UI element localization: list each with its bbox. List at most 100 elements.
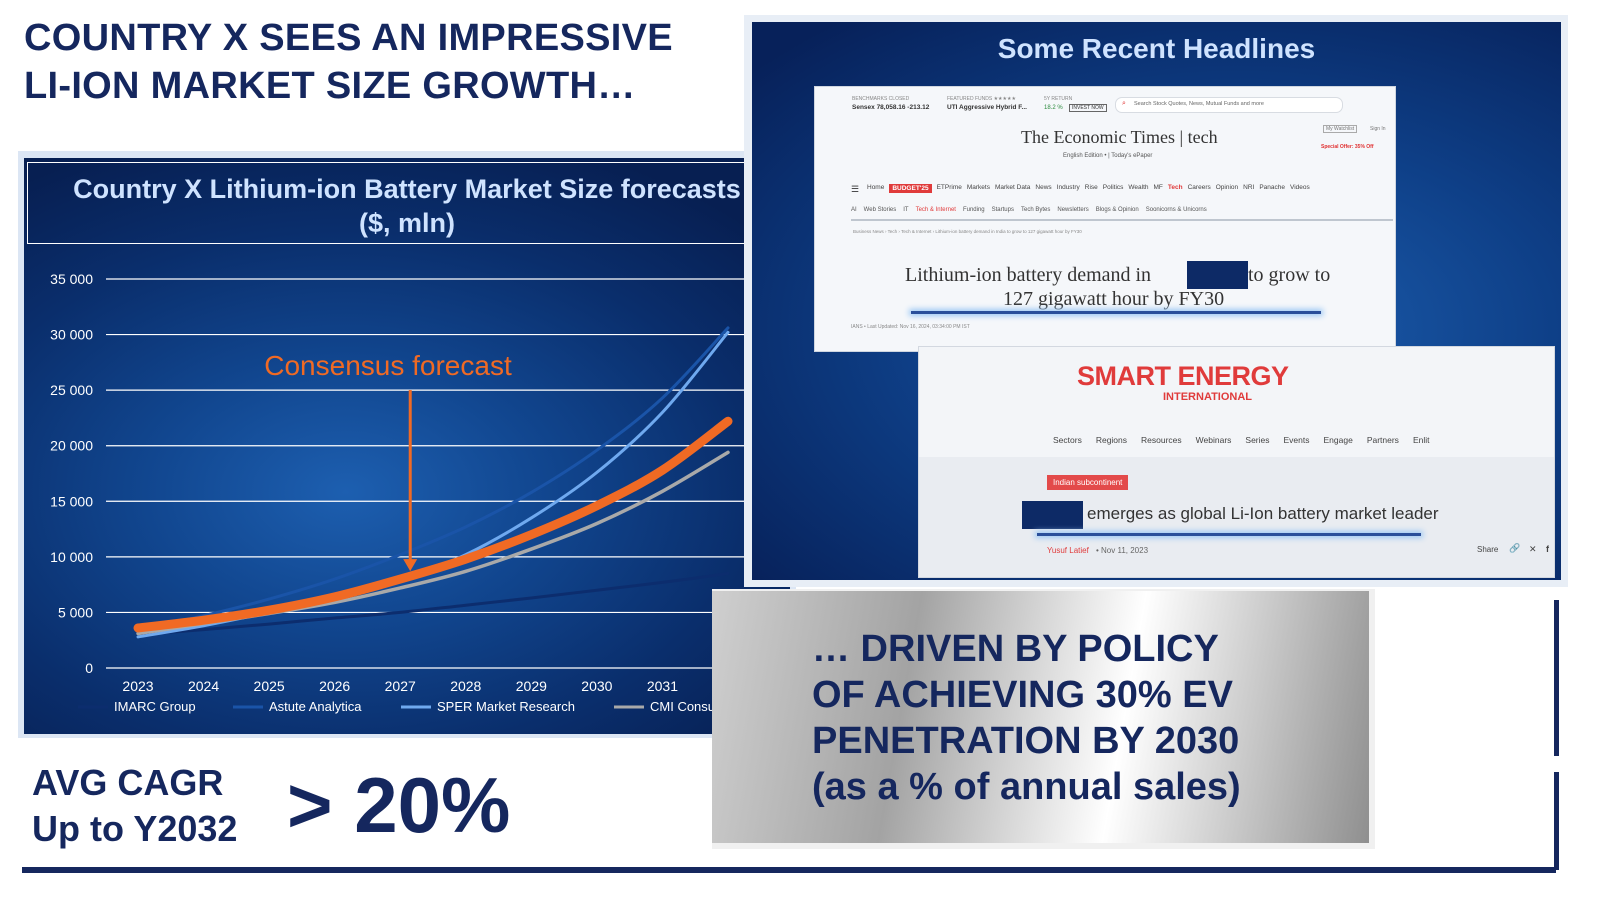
y-tick-label: 35 000	[50, 271, 93, 287]
x-tick-label: 2031	[647, 678, 678, 694]
et-headline-line2: 127 gigawatt hour by FY30	[1003, 288, 1225, 310]
et-nav-item-2[interactable]: ETPrime	[936, 184, 962, 191]
x-tick-label: 2028	[450, 678, 481, 694]
et-nav-item-4[interactable]: Market Data	[994, 184, 1031, 191]
et-subnav: AI Web Stories IT Tech & Internet Funding Sta…	[851, 207, 1207, 213]
se-author[interactable]: Yusuf Latief	[1047, 546, 1089, 555]
slide-title-line2: LI-ION MARKET SIZE GROWTH…	[24, 65, 636, 107]
se-category-tag[interactable]: Indian subcontinent	[1047, 475, 1129, 490]
et-sensex[interactable]: Sensex 78,058.16 -213.12	[852, 104, 930, 111]
et-nav-item-7[interactable]: Rise	[1084, 184, 1098, 191]
et-fund-label: FEATURED FUNDS ★★★★★	[947, 96, 1016, 102]
cagr-label-line1: AVG CAGR	[32, 762, 224, 803]
et-subnav-item-3[interactable]: Tech & Internet	[915, 207, 956, 213]
policy-line4: (as a % of annual sales)	[812, 766, 1241, 808]
et-nav-item-5[interactable]: News	[1035, 184, 1052, 191]
et-subnav-item-8[interactable]: Blogs & Opinion	[1095, 207, 1139, 213]
series-line-1	[136, 326, 730, 632]
et-nav-item-8[interactable]: Politics	[1102, 184, 1124, 191]
y-tick-label: 25 000	[50, 382, 93, 398]
et-nav-item-3[interactable]: Markets	[966, 184, 990, 191]
et-subnav-item-2[interactable]: IT	[903, 207, 909, 213]
se-logo[interactable]: SMART ENERGY	[1077, 361, 1289, 391]
smart-energy-article: SMART ENERGY INTERNATIONAL Sectors Region…	[918, 346, 1555, 578]
et-nav-item-16[interactable]: Videos	[1290, 184, 1310, 191]
se-nav: Sectors Regions Resources Webinars Series Eve…	[1053, 435, 1429, 445]
annotation-arrowhead	[403, 559, 418, 572]
cagr-label-line2: Up to Y2032	[32, 808, 238, 849]
se-nav-item-7[interactable]: Partners	[1366, 435, 1399, 445]
et-nav-item-1[interactable]: BUDGET'25	[889, 184, 932, 193]
et-nav-item-13[interactable]: Opinion	[1215, 184, 1239, 191]
et-nav-item-6[interactable]: Industry	[1056, 184, 1080, 191]
et-invest-button[interactable]: INVEST NOW	[1069, 104, 1107, 112]
et-nav-item-0[interactable]: Home	[867, 184, 885, 191]
policy-line2: OF ACHIEVING 30% EV	[812, 674, 1233, 716]
et-fund-name[interactable]: UTI Aggressive Hybrid F...	[947, 104, 1027, 111]
cagr-value: > 20%	[287, 761, 511, 849]
et-nav-item-15[interactable]: Panache	[1259, 184, 1286, 191]
et-subnav-item-0[interactable]: AI	[851, 207, 857, 213]
menu-icon[interactable]: ☰	[851, 184, 860, 194]
x-tick-label: 2024	[188, 678, 219, 694]
se-nav-item-8[interactable]: Enlit	[1412, 435, 1430, 445]
x-tick-label: 2025	[254, 678, 285, 694]
se-nav-item-5[interactable]: Events	[1283, 435, 1310, 445]
x-tick-label: 2029	[516, 678, 547, 694]
et-nav-item-9[interactable]: Wealth	[1128, 184, 1149, 191]
et-return-label: 5Y RETURN	[1044, 96, 1073, 102]
market-size-chart: 0 5 000 10 000 15 000 20 000 25 000 30 000 35 0…	[50, 271, 760, 714]
economic-times-article: BENCHMARKS CLOSED Sensex 78,058.16 -213.…	[814, 86, 1396, 352]
y-tick-label: 5 000	[58, 604, 93, 620]
et-breadcrumb[interactable]: Business News › Tech › Tech & Internet ›…	[853, 229, 1082, 234]
se-logo-sub: INTERNATIONAL	[1163, 391, 1253, 403]
facebook-icon[interactable]: f	[1546, 544, 1549, 554]
chart-subtitle: ($, mln)	[358, 208, 455, 238]
et-market-label: BENCHMARKS CLOSED	[852, 96, 910, 102]
et-subnav-item-6[interactable]: Tech Bytes	[1021, 207, 1051, 213]
bottom-rule	[22, 867, 1556, 873]
et-watchlist-button[interactable]: My Watchlist	[1323, 125, 1358, 133]
x-tick-label: 2030	[581, 678, 612, 694]
x-share-icon[interactable]: ✕	[1529, 544, 1537, 554]
se-nav-item-1[interactable]: Regions	[1095, 435, 1128, 445]
et-headline-underline	[911, 311, 1321, 314]
et-headline-part1: Lithium-ion battery demand in	[905, 264, 1152, 286]
et-nav-item-11[interactable]: Tech	[1167, 184, 1183, 191]
se-nav-item-0[interactable]: Sectors	[1053, 435, 1082, 445]
x-tick-label: 2026	[319, 678, 350, 694]
redaction-box	[1187, 261, 1248, 289]
se-nav-item-6[interactable]: Engage	[1323, 435, 1353, 445]
et-edition[interactable]: English Edition • | Today's ePaper	[1063, 153, 1153, 159]
et-subnav-item-7[interactable]: Newsletters	[1057, 207, 1089, 213]
et-subnav-item-1[interactable]: Web Stories	[863, 207, 897, 213]
se-nav-item-2[interactable]: Resources	[1141, 435, 1182, 445]
et-search-box[interactable]: ⌕ Search Stock Quotes, News, Mutual Fund…	[1115, 97, 1343, 113]
et-signin-link[interactable]: Sign In	[1370, 126, 1386, 132]
policy-line1: … DRIVEN BY POLICY	[812, 628, 1219, 670]
et-masthead[interactable]: The Economic Times | tech	[1021, 127, 1218, 147]
et-offer[interactable]: Special Offer: 35% Off	[1321, 144, 1374, 150]
et-subnav-item-5[interactable]: Startups	[991, 207, 1014, 213]
legend-label: Astute Analytica	[269, 699, 362, 714]
chart-title: Country X Lithium-ion Battery Market Siz…	[73, 174, 741, 204]
et-nav-divider	[851, 219, 1393, 221]
cagr-label: AVG CAGR Up to Y2032	[32, 760, 237, 852]
y-tick-label: 20 000	[50, 438, 93, 454]
se-nav-item-3[interactable]: Webinars	[1195, 435, 1232, 445]
x-tick-label: 2027	[385, 678, 416, 694]
et-subnav-item-9[interactable]: Soonicorns & Unicorns	[1145, 207, 1207, 213]
et-nav-item-10[interactable]: MF	[1153, 184, 1163, 191]
y-tick-label: 10 000	[50, 549, 93, 565]
headlines-title: Some Recent Headlines	[997, 33, 1316, 64]
et-search-placeholder: Search Stock Quotes, News, Mutual Funds …	[1134, 101, 1264, 107]
slide-title-line1: COUNTRY X SEES AN IMPRESSIVE	[24, 17, 673, 59]
se-nav-item-4[interactable]: Series	[1245, 435, 1270, 445]
y-tick-label: 15 000	[50, 493, 93, 509]
et-nav-item-14[interactable]: NRI	[1243, 184, 1255, 191]
et-nav-item-12[interactable]: Careers	[1187, 184, 1211, 191]
link-icon[interactable]: 🔗	[1509, 543, 1521, 553]
et-subnav-item-4[interactable]: Funding	[962, 207, 985, 213]
se-headline-underline	[1037, 533, 1421, 536]
search-icon: ⌕	[1122, 100, 1126, 107]
